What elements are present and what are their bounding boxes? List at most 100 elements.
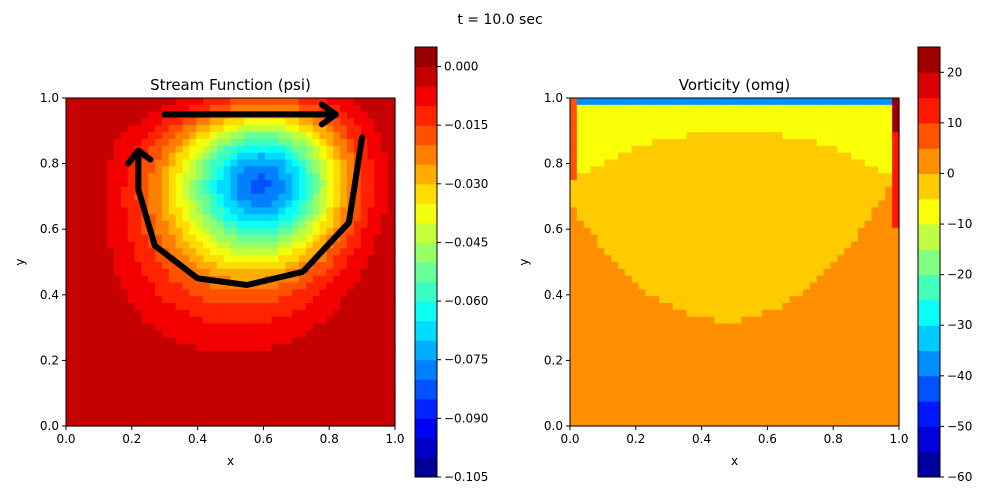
contour-cell	[741, 282, 749, 290]
contour-cell	[388, 145, 396, 154]
contour-cell	[230, 180, 238, 188]
contour-cell	[761, 221, 770, 229]
contour-cell	[713, 180, 722, 188]
contour-cell	[597, 207, 605, 215]
contour-cell	[570, 268, 578, 277]
contour-cell	[590, 104, 599, 113]
contour-cell	[271, 309, 280, 318]
contour-cell	[347, 145, 355, 154]
contour-cell	[611, 139, 619, 147]
contour-cell	[305, 139, 314, 147]
contour-cell	[367, 125, 376, 133]
contour-cell	[624, 398, 633, 407]
contour-cell	[271, 125, 280, 133]
contour-cell	[576, 357, 585, 366]
contour-cell	[864, 98, 873, 106]
contour-cell	[209, 241, 218, 249]
contour-cell	[830, 221, 838, 229]
contour-cell	[278, 350, 286, 359]
contour-cell	[638, 111, 646, 120]
contour-cell	[796, 173, 804, 181]
contour-cell	[672, 255, 681, 263]
contour-cell	[713, 227, 722, 236]
contour-cell	[79, 357, 88, 366]
contour-cell	[864, 241, 873, 249]
contour-cell	[570, 186, 578, 195]
contour-cell	[299, 309, 307, 318]
contour-cell	[659, 255, 667, 263]
contour-cell	[844, 268, 852, 277]
contour-cell	[182, 337, 190, 345]
contour-cell	[388, 214, 396, 222]
contour-cell	[223, 303, 232, 311]
colorbar-band	[415, 86, 437, 107]
contour-cell	[353, 139, 362, 147]
contour-cell	[299, 323, 307, 331]
contour-cell	[292, 166, 300, 174]
contour-cell	[66, 221, 74, 229]
contour-cell	[816, 132, 825, 140]
contour-cell	[844, 159, 852, 167]
contour-cell	[278, 323, 286, 331]
contour-cell	[576, 419, 585, 427]
contour-cell	[816, 241, 825, 249]
contour-cell	[707, 330, 715, 338]
contour-cell	[305, 186, 314, 195]
contour-cell	[72, 405, 81, 413]
contour-cell	[796, 405, 804, 413]
contour-cell	[665, 344, 674, 352]
contour-cell	[113, 241, 122, 249]
contour-cell	[782, 282, 790, 290]
contour-cell	[885, 337, 893, 345]
contour-cell	[107, 323, 115, 331]
contour-cell	[148, 166, 156, 174]
contour-cell	[611, 337, 619, 345]
contour-cell	[203, 241, 211, 249]
colorbar-band	[918, 350, 940, 377]
contour-cell	[312, 221, 321, 229]
contour-cell	[638, 159, 646, 167]
contour-cell	[72, 371, 81, 379]
contour-cell	[141, 186, 149, 195]
contour-cell	[878, 385, 886, 393]
contour-cell	[72, 391, 81, 400]
contour-cell	[727, 330, 736, 338]
contour-cell	[700, 214, 708, 222]
contour-cell	[367, 385, 376, 393]
contour-cell	[278, 262, 286, 270]
contour-cell	[652, 330, 660, 338]
x-tick-label: 0.2	[122, 432, 141, 446]
contour-cell	[340, 350, 348, 359]
contour-cell	[734, 104, 742, 113]
contour-cell	[271, 419, 280, 427]
contour-cell	[713, 391, 722, 400]
contour-cell	[347, 350, 355, 359]
contour-cell	[844, 398, 852, 407]
contour-cell	[679, 214, 688, 222]
contour-cell	[748, 391, 756, 400]
contour-cell	[388, 125, 396, 133]
contour-cell	[590, 248, 599, 256]
contour-cell	[816, 405, 825, 413]
contour-cell	[271, 186, 280, 195]
contour-cell	[312, 159, 321, 167]
contour-cell	[72, 262, 81, 270]
contour-cell	[611, 104, 619, 113]
contour-cell	[652, 227, 660, 236]
contour-cell	[244, 214, 252, 222]
contour-cell	[312, 350, 321, 359]
contour-cell	[741, 98, 749, 106]
contour-cell	[885, 241, 893, 249]
contour-cell	[209, 357, 218, 366]
contour-cell	[693, 132, 701, 140]
contour-cell	[624, 152, 633, 161]
contour-cell	[292, 282, 300, 290]
colorbar-band	[415, 242, 437, 263]
contour-cell	[851, 309, 859, 318]
contour-cell	[388, 303, 396, 311]
contour-cell	[857, 289, 866, 297]
contour-cell	[347, 405, 355, 413]
contour-cell	[333, 173, 341, 181]
contour-cell	[278, 166, 286, 174]
contour-cell	[79, 173, 88, 181]
